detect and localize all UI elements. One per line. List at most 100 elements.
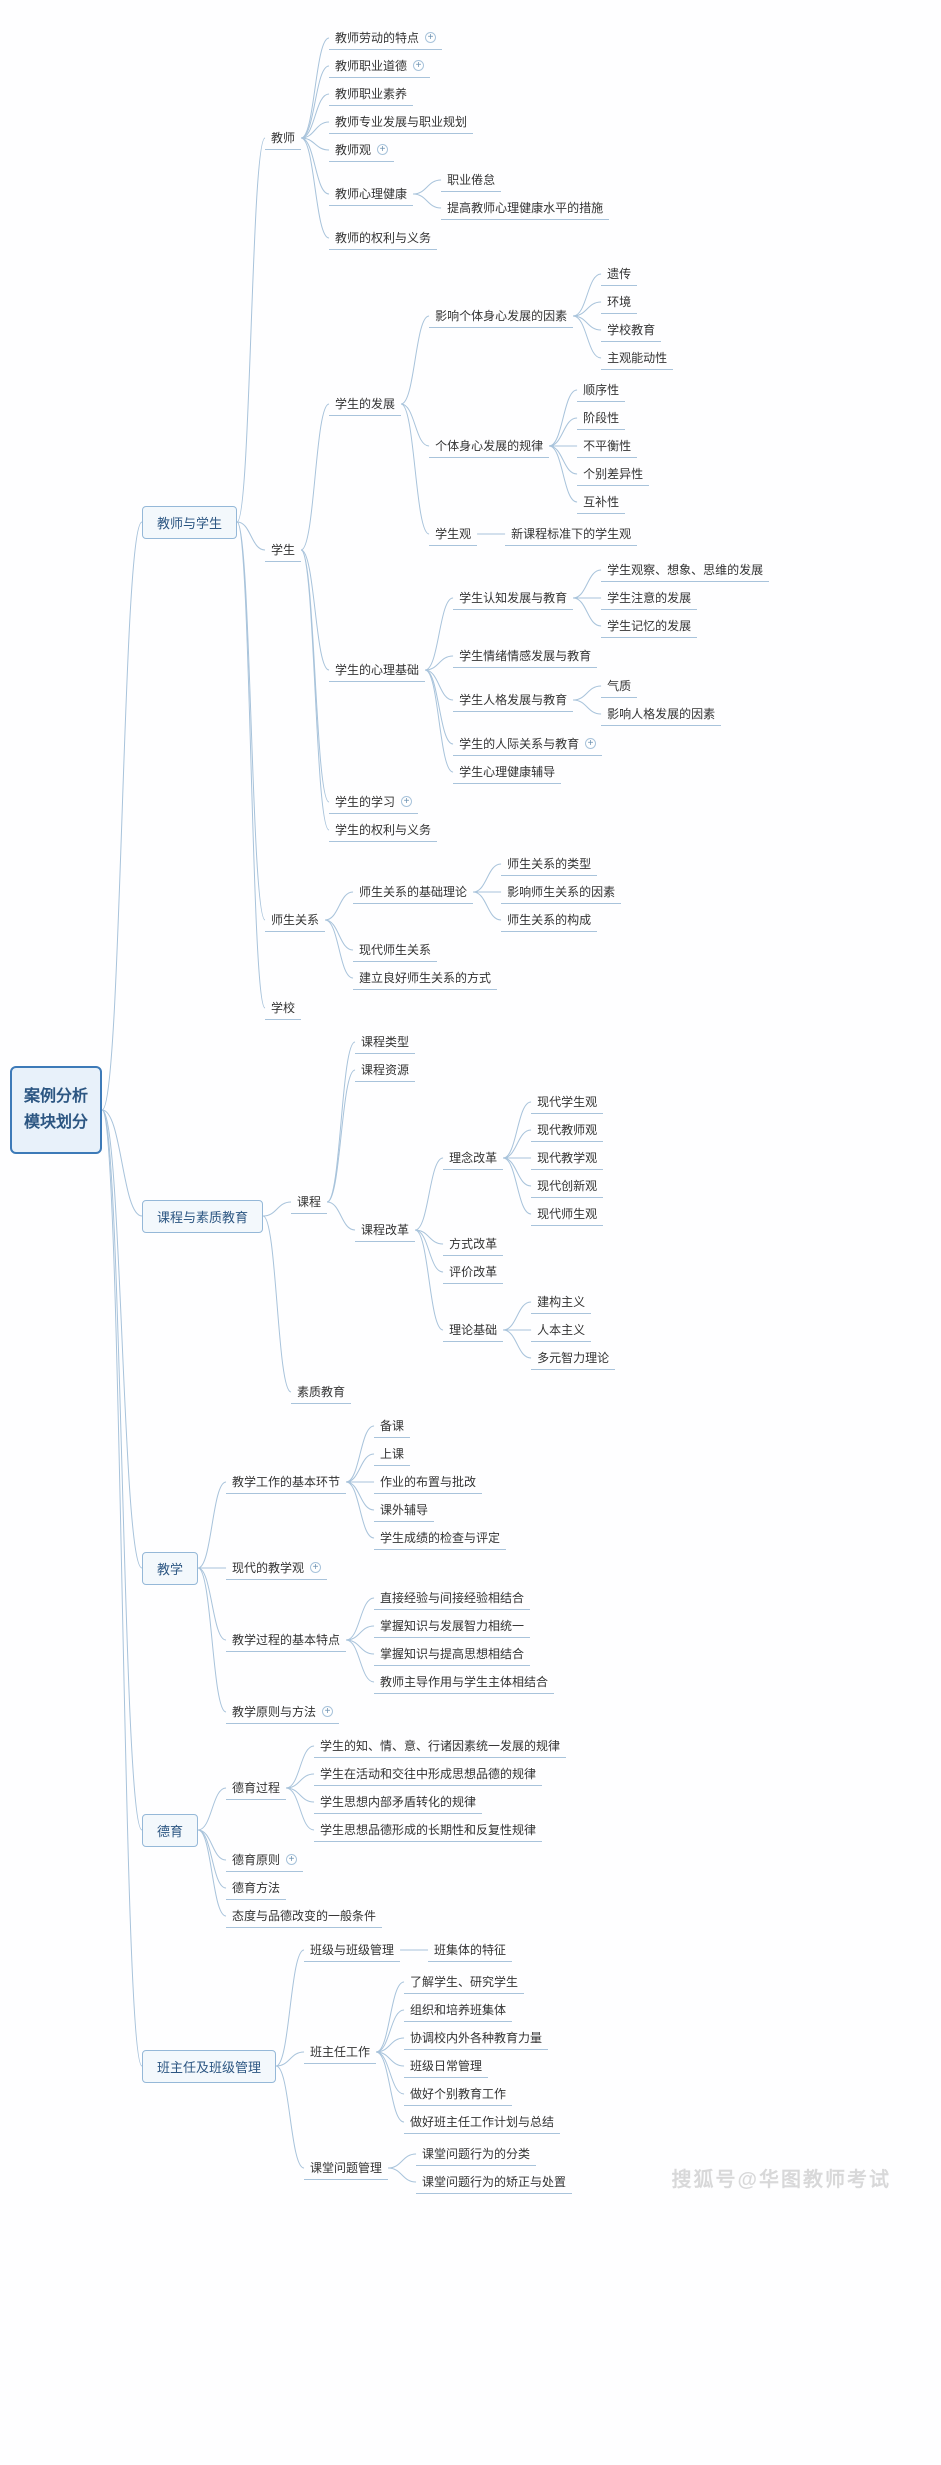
leaf-node[interactable]: 学生观察、想象、思维的发展	[601, 558, 769, 582]
leaf-node[interactable]: 做好个别教育工作	[404, 2082, 512, 2106]
leaf-node[interactable]: 学生在活动和交往中形成思想品德的规律	[314, 1762, 542, 1786]
leaf-node[interactable]: 理论基础	[443, 1318, 503, 1342]
leaf-node[interactable]: 学生人格发展与教育	[453, 688, 573, 712]
leaf-node[interactable]: 主观能动性	[601, 346, 673, 370]
branch-node[interactable]: 课程与素质教育	[142, 1200, 263, 1233]
leaf-node[interactable]: 学生思想品德形成的长期性和反复性规律	[314, 1818, 542, 1842]
leaf-node[interactable]: 班主任工作	[304, 2040, 376, 2064]
leaf-node[interactable]: 提高教师心理健康水平的措施	[441, 196, 609, 220]
leaf-node[interactable]: 课堂问题行为的矫正与处置	[416, 2170, 572, 2194]
leaf-node[interactable]: 个体身心发展的规律	[429, 434, 549, 458]
leaf-node[interactable]: 做好班主任工作计划与总结	[404, 2110, 560, 2134]
leaf-node[interactable]: 课堂问题行为的分类	[416, 2142, 536, 2166]
leaf-node[interactable]: 教师职业素养	[329, 82, 413, 106]
leaf-node[interactable]: 课外辅导	[374, 1498, 434, 1522]
leaf-node[interactable]: 学生的发展	[329, 392, 401, 416]
leaf-node[interactable]: 个别差异性	[577, 462, 649, 486]
leaf-node[interactable]: 教学工作的基本环节	[226, 1470, 346, 1494]
leaf-node[interactable]: 协调校内外各种教育力量	[404, 2026, 548, 2050]
leaf-node[interactable]: 阶段性	[577, 406, 625, 430]
expand-icon[interactable]: +	[377, 144, 388, 155]
leaf-node[interactable]: 学生的权利与义务	[329, 818, 437, 842]
leaf-node[interactable]: 学生注意的发展	[601, 586, 697, 610]
leaf-node[interactable]: 教师劳动的特点+	[329, 26, 442, 50]
leaf-node[interactable]: 现代的教学观+	[226, 1556, 327, 1580]
leaf-node[interactable]: 现代师生观	[531, 1202, 603, 1226]
expand-icon[interactable]: +	[425, 32, 436, 43]
expand-icon[interactable]: +	[401, 796, 412, 807]
leaf-node[interactable]: 学生心理健康辅导	[453, 760, 561, 784]
leaf-node[interactable]: 学生的知、情、意、行诸因素统一发展的规律	[314, 1734, 566, 1758]
expand-icon[interactable]: +	[286, 1854, 297, 1865]
leaf-node[interactable]: 组织和培养班集体	[404, 1998, 512, 2022]
leaf-node[interactable]: 教师心理健康	[329, 182, 413, 206]
leaf-node[interactable]: 课程改革	[355, 1218, 415, 1242]
leaf-node[interactable]: 学校教育	[601, 318, 661, 342]
leaf-node[interactable]: 德育过程	[226, 1776, 286, 1800]
leaf-node[interactable]: 不平衡性	[577, 434, 637, 458]
branch-node[interactable]: 德育	[142, 1814, 198, 1847]
leaf-node[interactable]: 学生成绩的检查与评定	[374, 1526, 506, 1550]
leaf-node[interactable]: 互补性	[577, 490, 625, 514]
leaf-node[interactable]: 学生的人际关系与教育+	[453, 732, 602, 756]
leaf-node[interactable]: 气质	[601, 674, 637, 698]
leaf-node[interactable]: 教师的权利与义务	[329, 226, 437, 250]
leaf-node[interactable]: 教师	[265, 126, 301, 150]
expand-icon[interactable]: +	[585, 738, 596, 749]
branch-node[interactable]: 教学	[142, 1552, 198, 1585]
leaf-node[interactable]: 教师专业发展与职业规划	[329, 110, 473, 134]
leaf-node[interactable]: 职业倦怠	[441, 168, 501, 192]
leaf-node[interactable]: 环境	[601, 290, 637, 314]
leaf-node[interactable]: 新课程标准下的学生观	[505, 522, 637, 546]
expand-icon[interactable]: +	[413, 60, 424, 71]
leaf-node[interactable]: 课堂问题管理	[304, 2156, 388, 2180]
leaf-node[interactable]: 掌握知识与提高思想相结合	[374, 1642, 530, 1666]
leaf-node[interactable]: 影响师生关系的因素	[501, 880, 621, 904]
leaf-node[interactable]: 教学过程的基本特点	[226, 1628, 346, 1652]
leaf-node[interactable]: 现代师生关系	[353, 938, 437, 962]
leaf-node[interactable]: 师生关系的基础理论	[353, 880, 473, 904]
leaf-node[interactable]: 评价改革	[443, 1260, 503, 1284]
leaf-node[interactable]: 备课	[374, 1414, 410, 1438]
leaf-node[interactable]: 教学原则与方法+	[226, 1700, 339, 1724]
leaf-node[interactable]: 学生的心理基础	[329, 658, 425, 682]
leaf-node[interactable]: 学生观	[429, 522, 477, 546]
leaf-node[interactable]: 影响个体身心发展的因素	[429, 304, 573, 328]
leaf-node[interactable]: 学生的学习+	[329, 790, 418, 814]
leaf-node[interactable]: 班级与班级管理	[304, 1938, 400, 1962]
leaf-node[interactable]: 课程	[291, 1190, 327, 1214]
leaf-node[interactable]: 理念改革	[443, 1146, 503, 1170]
leaf-node[interactable]: 德育方法	[226, 1876, 286, 1900]
leaf-node[interactable]: 学生思想内部矛盾转化的规律	[314, 1790, 482, 1814]
leaf-node[interactable]: 建立良好师生关系的方式	[353, 966, 497, 990]
leaf-node[interactable]: 课程资源	[355, 1058, 415, 1082]
leaf-node[interactable]: 作业的布置与批改	[374, 1470, 482, 1494]
leaf-node[interactable]: 教师观+	[329, 138, 394, 162]
leaf-node[interactable]: 方式改革	[443, 1232, 503, 1256]
branch-node[interactable]: 班主任及班级管理	[142, 2050, 276, 2083]
leaf-node[interactable]: 课程类型	[355, 1030, 415, 1054]
leaf-node[interactable]: 德育原则+	[226, 1848, 303, 1872]
leaf-node[interactable]: 学校	[265, 996, 301, 1020]
leaf-node[interactable]: 影响人格发展的因素	[601, 702, 721, 726]
leaf-node[interactable]: 建构主义	[531, 1290, 591, 1314]
leaf-node[interactable]: 现代教师观	[531, 1118, 603, 1142]
leaf-node[interactable]: 人本主义	[531, 1318, 591, 1342]
leaf-node[interactable]: 现代教学观	[531, 1146, 603, 1170]
leaf-node[interactable]: 顺序性	[577, 378, 625, 402]
leaf-node[interactable]: 态度与品德改变的一般条件	[226, 1904, 382, 1928]
leaf-node[interactable]: 学生情绪情感发展与教育	[453, 644, 597, 668]
leaf-node[interactable]: 学生认知发展与教育	[453, 586, 573, 610]
leaf-node[interactable]: 现代学生观	[531, 1090, 603, 1114]
leaf-node[interactable]: 直接经验与间接经验相结合	[374, 1586, 530, 1610]
leaf-node[interactable]: 师生关系的类型	[501, 852, 597, 876]
leaf-node[interactable]: 学生	[265, 538, 301, 562]
leaf-node[interactable]: 教师职业道德+	[329, 54, 430, 78]
leaf-node[interactable]: 多元智力理论	[531, 1346, 615, 1370]
leaf-node[interactable]: 了解学生、研究学生	[404, 1970, 524, 1994]
branch-node[interactable]: 教师与学生	[142, 506, 237, 539]
leaf-node[interactable]: 遗传	[601, 262, 637, 286]
leaf-node[interactable]: 师生关系的构成	[501, 908, 597, 932]
expand-icon[interactable]: +	[322, 1706, 333, 1717]
leaf-node[interactable]: 素质教育	[291, 1380, 351, 1404]
